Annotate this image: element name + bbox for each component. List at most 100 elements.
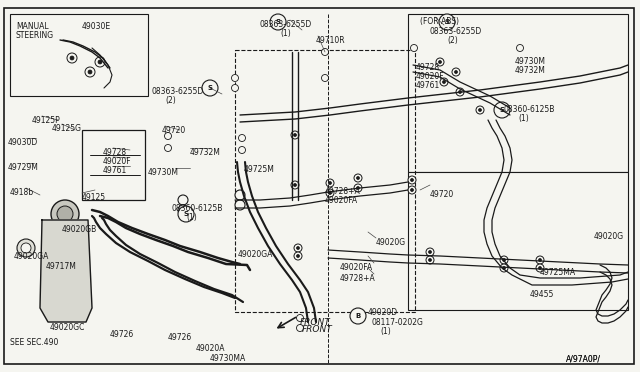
Circle shape xyxy=(291,131,299,139)
Polygon shape xyxy=(40,220,92,322)
Text: 49125P: 49125P xyxy=(32,116,61,125)
Circle shape xyxy=(326,189,334,197)
Circle shape xyxy=(291,181,299,189)
Text: 49455: 49455 xyxy=(530,290,554,299)
Circle shape xyxy=(296,254,300,257)
Circle shape xyxy=(328,192,332,195)
Circle shape xyxy=(321,74,328,81)
Bar xyxy=(235,50,415,312)
Text: 49732M: 49732M xyxy=(515,66,546,75)
Text: FRONT: FRONT xyxy=(302,325,333,334)
Circle shape xyxy=(88,70,92,74)
Circle shape xyxy=(439,14,455,30)
Circle shape xyxy=(410,189,413,192)
Text: STEERING: STEERING xyxy=(16,31,54,40)
Circle shape xyxy=(408,176,416,184)
Circle shape xyxy=(500,256,508,264)
Text: (1): (1) xyxy=(186,213,196,222)
Text: (FOR ABS): (FOR ABS) xyxy=(420,17,459,26)
Circle shape xyxy=(438,61,442,64)
Circle shape xyxy=(479,109,481,112)
Circle shape xyxy=(442,80,445,83)
Text: 49729M: 49729M xyxy=(8,163,39,172)
Text: 49730M: 49730M xyxy=(515,57,546,66)
Text: 49726: 49726 xyxy=(110,330,134,339)
Circle shape xyxy=(436,58,444,66)
Text: S: S xyxy=(499,107,504,113)
Circle shape xyxy=(294,183,296,186)
Text: 08363-6255D: 08363-6255D xyxy=(260,20,312,29)
Text: 08363-6255D: 08363-6255D xyxy=(430,27,483,36)
Circle shape xyxy=(454,71,458,74)
Circle shape xyxy=(440,78,448,86)
Text: 49030D: 49030D xyxy=(8,138,38,147)
Circle shape xyxy=(458,90,461,93)
Circle shape xyxy=(408,186,416,194)
Text: 49020A: 49020A xyxy=(196,344,225,353)
Text: 08360-6125B: 08360-6125B xyxy=(172,204,223,213)
Circle shape xyxy=(328,182,332,185)
Circle shape xyxy=(500,264,508,272)
Circle shape xyxy=(164,144,172,151)
Circle shape xyxy=(452,68,460,76)
Text: S: S xyxy=(207,85,212,91)
Circle shape xyxy=(57,206,73,222)
Bar xyxy=(408,14,628,172)
Circle shape xyxy=(429,259,431,262)
Circle shape xyxy=(178,205,188,215)
Circle shape xyxy=(426,248,434,256)
Bar xyxy=(10,14,148,96)
Text: SEE SEC.490: SEE SEC.490 xyxy=(10,338,58,347)
Text: 49730M: 49730M xyxy=(148,168,179,177)
Text: 49728: 49728 xyxy=(416,63,440,72)
Circle shape xyxy=(429,250,431,253)
Circle shape xyxy=(296,247,300,250)
Text: (1): (1) xyxy=(280,29,291,38)
Text: S: S xyxy=(184,211,189,217)
Text: 08360-6125B: 08360-6125B xyxy=(504,105,556,114)
Circle shape xyxy=(538,266,541,269)
Circle shape xyxy=(85,67,95,77)
Circle shape xyxy=(239,147,246,154)
Text: A/97A0P/: A/97A0P/ xyxy=(566,354,601,363)
Text: 49020FA: 49020FA xyxy=(340,263,373,272)
Circle shape xyxy=(356,186,360,189)
Circle shape xyxy=(502,259,506,262)
Text: A/97A0P/: A/97A0P/ xyxy=(566,354,601,363)
Text: 49720: 49720 xyxy=(162,126,186,135)
Circle shape xyxy=(67,53,77,63)
Text: 08117-0202G: 08117-0202G xyxy=(372,318,424,327)
Circle shape xyxy=(354,174,362,182)
Circle shape xyxy=(98,60,102,64)
Text: 49761: 49761 xyxy=(416,81,440,90)
Text: 08363-6255D: 08363-6255D xyxy=(152,87,204,96)
Circle shape xyxy=(536,256,544,264)
Text: 49020F: 49020F xyxy=(103,157,132,166)
Circle shape xyxy=(296,314,303,321)
Circle shape xyxy=(326,179,334,187)
Text: FRONT: FRONT xyxy=(300,318,331,327)
Circle shape xyxy=(95,57,105,67)
Circle shape xyxy=(354,184,362,192)
Circle shape xyxy=(239,135,246,141)
Circle shape xyxy=(516,45,524,51)
Circle shape xyxy=(426,256,434,264)
Text: B: B xyxy=(355,313,360,319)
Circle shape xyxy=(270,14,286,30)
Text: 49125: 49125 xyxy=(82,193,106,202)
Text: 49717M: 49717M xyxy=(46,262,77,271)
Text: (1): (1) xyxy=(380,327,391,336)
Text: 49728+A: 49728+A xyxy=(340,274,376,283)
Circle shape xyxy=(356,176,360,180)
Text: 49761: 49761 xyxy=(103,166,127,175)
Bar xyxy=(408,172,628,310)
Text: 49710R: 49710R xyxy=(316,36,346,45)
Text: (2): (2) xyxy=(447,36,458,45)
Circle shape xyxy=(164,132,172,140)
Circle shape xyxy=(502,266,506,269)
Circle shape xyxy=(456,88,464,96)
Text: 49728: 49728 xyxy=(103,148,127,157)
Circle shape xyxy=(410,179,413,182)
Text: 49020GA: 49020GA xyxy=(14,252,49,261)
Circle shape xyxy=(17,239,35,257)
